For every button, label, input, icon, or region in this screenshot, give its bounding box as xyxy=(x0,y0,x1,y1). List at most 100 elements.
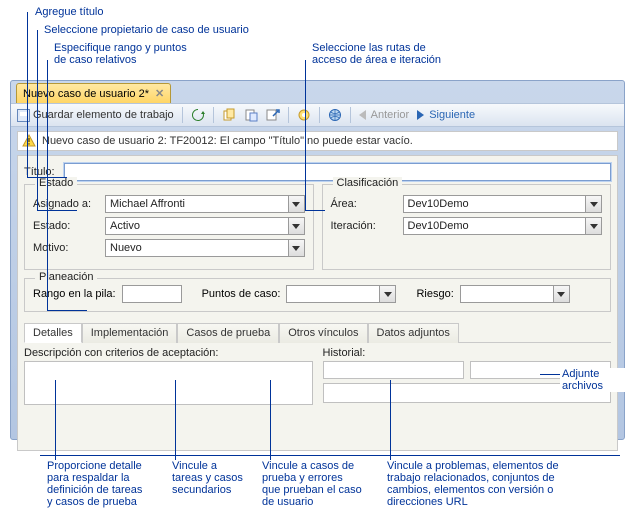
chevron-down-icon[interactable] xyxy=(379,286,395,302)
callout-line xyxy=(175,380,176,460)
prev-icon xyxy=(359,110,366,120)
hist-filter-1[interactable] xyxy=(323,361,464,379)
next-icon xyxy=(417,110,424,120)
next-button[interactable]: Siguiente xyxy=(417,109,475,121)
chevron-down-icon[interactable] xyxy=(553,286,569,302)
callout-rank-1: Especifique rango y puntos xyxy=(52,42,189,54)
desc-label: Descripción con criterios de aceptación: xyxy=(24,347,313,359)
chevron-down-icon[interactable] xyxy=(288,196,304,212)
puntos-label: Puntos de caso: xyxy=(202,288,281,300)
link-icon[interactable] xyxy=(266,108,280,122)
motivo-combo[interactable]: Nuevo xyxy=(105,239,305,257)
close-icon[interactable]: ✕ xyxy=(155,87,164,100)
tab-casos-prueba[interactable]: Casos de prueba xyxy=(177,323,279,343)
callout-line xyxy=(540,374,560,375)
callout-b3-2: prueba y errores xyxy=(260,472,345,484)
callout-line xyxy=(305,60,306,210)
callout-b3-3: que prueban el caso xyxy=(260,484,364,496)
callout-b2-3: secundarios xyxy=(170,484,233,496)
plan-legend: Planeación xyxy=(35,271,97,283)
callout-b1-3: definición de tareas xyxy=(45,484,144,496)
riesgo-combo[interactable] xyxy=(460,285,570,303)
tab-datos-adjuntos[interactable]: Datos adjuntos xyxy=(368,323,459,343)
callout-line xyxy=(47,310,87,311)
callout-owner: Seleccione propietario de caso de usuari… xyxy=(42,24,251,36)
tab-otros-vinculos[interactable]: Otros vínculos xyxy=(279,323,367,343)
estado-group: Estado Asignado a: Michael Affronti Esta… xyxy=(24,184,314,270)
callout-line xyxy=(47,60,48,310)
callout-line xyxy=(37,30,38,210)
chevron-down-icon[interactable] xyxy=(288,240,304,256)
callout-b1-1: Proporcione detalle xyxy=(45,460,144,472)
callout-rank-2: de caso relativos xyxy=(52,54,139,66)
callout-b3-4: de usuario xyxy=(260,496,315,508)
tab-title: Nuevo caso de usuario 2* xyxy=(23,88,149,100)
callout-attach: Adjunte archivos xyxy=(560,368,635,392)
paste-icon[interactable] xyxy=(244,108,258,122)
area-label: Área: xyxy=(331,198,403,210)
callout-line xyxy=(305,210,325,211)
callout-area-2: acceso de área e iteración xyxy=(310,54,443,66)
save-label: Guardar elemento de trabajo xyxy=(33,109,174,121)
copy-icon[interactable] xyxy=(222,108,236,122)
hist-label: Historial: xyxy=(323,347,612,359)
motivo-label: Motivo: xyxy=(33,242,105,254)
form-content: Título: Estado Asignado a: Michael Affro… xyxy=(17,155,618,451)
chevron-down-icon[interactable] xyxy=(585,218,601,234)
tab-detalles[interactable]: Detalles xyxy=(24,323,82,343)
globe-icon[interactable] xyxy=(328,108,342,122)
rango-input[interactable] xyxy=(122,285,182,303)
callout-area-1: Seleccione las rutas de xyxy=(310,42,428,54)
callout-title: Agregue título xyxy=(33,6,106,18)
callout-line xyxy=(27,12,28,177)
estado-label: Estado: xyxy=(33,220,105,232)
workitem-window: Nuevo caso de usuario 2* ✕ Guardar eleme… xyxy=(10,80,625,440)
iter-value: Dev10Demo xyxy=(408,220,586,232)
divider xyxy=(288,107,289,123)
refresh-icon[interactable] xyxy=(191,108,205,122)
detail-tabs: Detalles Implementación Casos de prueba … xyxy=(24,322,611,343)
area-combo[interactable]: Dev10Demo xyxy=(403,195,603,213)
tab-implementacion[interactable]: Implementación xyxy=(82,323,178,343)
callout-b4-3: cambios, elementos con versión o xyxy=(385,484,555,496)
clasif-legend: Clasificación xyxy=(333,177,403,189)
divider xyxy=(319,107,320,123)
save-icon xyxy=(17,109,30,122)
clasif-group: Clasificación Área: Dev10Demo Iteración:… xyxy=(322,184,612,270)
asignado-value: Michael Affronti xyxy=(110,198,288,210)
rango-label: Rango en la pila: xyxy=(33,288,116,300)
callout-b4-2: trabajo relacionados, conjuntos de xyxy=(385,472,557,484)
document-tab[interactable]: Nuevo caso de usuario 2* ✕ xyxy=(16,83,171,103)
callout-b4-4: direcciones URL xyxy=(385,496,470,508)
estado-value: Activo xyxy=(110,220,288,232)
divider xyxy=(182,107,183,123)
callout-line xyxy=(40,455,620,456)
plan-group: Planeación Rango en la pila: Puntos de c… xyxy=(24,278,611,312)
validation-message: Nuevo caso de usuario 2: TF20012: El cam… xyxy=(17,131,618,151)
save-button[interactable]: Guardar elemento de trabajo xyxy=(17,109,174,122)
estado-legend: Estado xyxy=(35,177,77,189)
callout-b1-4: y casos de prueba xyxy=(45,496,139,508)
options-icon[interactable] xyxy=(297,108,311,122)
callout-line xyxy=(390,380,391,460)
estado-combo[interactable]: Activo xyxy=(105,217,305,235)
toolbar: Guardar elemento de trabajo Anterior xyxy=(11,103,624,127)
iter-combo[interactable]: Dev10Demo xyxy=(403,217,603,235)
callout-line xyxy=(37,210,77,211)
callout-b3-1: Vincule a casos de xyxy=(260,460,356,472)
callout-line xyxy=(55,380,56,460)
document-tabs: Nuevo caso de usuario 2* ✕ xyxy=(11,81,624,103)
callout-b2-2: tareas y casos xyxy=(170,472,245,484)
area-value: Dev10Demo xyxy=(408,198,586,210)
warning-icon xyxy=(22,134,36,148)
chevron-down-icon[interactable] xyxy=(288,218,304,234)
chevron-down-icon[interactable] xyxy=(585,196,601,212)
next-label: Siguiente xyxy=(429,109,475,121)
asignado-combo[interactable]: Michael Affronti xyxy=(105,195,305,213)
callout-line xyxy=(270,380,271,460)
divider xyxy=(350,107,351,123)
puntos-combo[interactable] xyxy=(286,285,396,303)
prev-button: Anterior xyxy=(359,109,410,121)
asignado-label: Asignado a: xyxy=(33,198,105,210)
callout-b2-1: Vincule a xyxy=(170,460,219,472)
